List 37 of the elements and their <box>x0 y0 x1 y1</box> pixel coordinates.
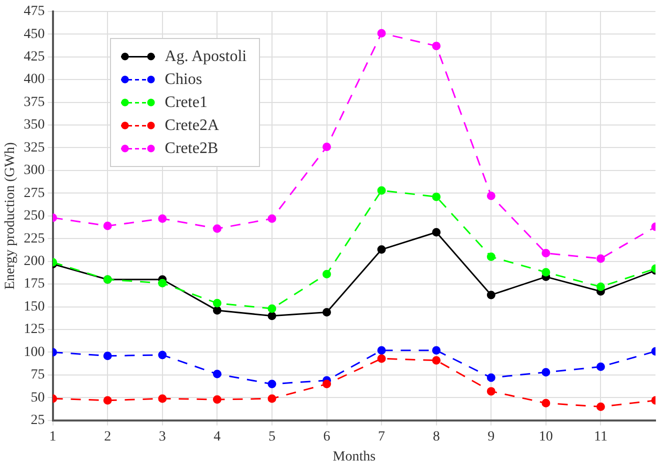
y-tick-label: 475 <box>24 4 45 20</box>
y-tick-label: 400 <box>24 72 45 88</box>
y-tick-label: 125 <box>24 322 45 338</box>
x-tick-label: 7 <box>378 429 386 444</box>
x-tick-label: 8 <box>432 429 440 444</box>
legend-label: Ag. Apostoli <box>164 48 247 66</box>
x-tick-label: 3 <box>158 429 166 444</box>
x-tick-label: 9 <box>488 429 495 444</box>
y-tick-label: 375 <box>24 94 45 110</box>
y-tick-label: 225 <box>24 231 45 246</box>
y-tick-label: 150 <box>24 299 45 314</box>
y-tick-label: 300 <box>24 163 45 178</box>
legend-label: Crete2B <box>164 140 218 158</box>
y-tick-label: 100 <box>24 344 45 360</box>
x-tick-label: 4 <box>214 429 221 444</box>
legend-label: Crete2A <box>164 116 219 135</box>
legend-label: Crete1 <box>164 94 208 112</box>
y-axis-title: Energy production (GWh) <box>3 142 18 290</box>
x-tick-label: 10 <box>538 429 553 444</box>
y-tick-label: 75 <box>30 368 45 383</box>
y-tick-label: 275 <box>24 186 45 201</box>
x-axis-title: Months <box>332 449 376 464</box>
x-tick-label: 1 <box>49 429 56 444</box>
y-tick-label: 450 <box>24 26 45 42</box>
y-tick-label: 25 <box>30 413 45 428</box>
y-tick-label: 325 <box>24 140 45 156</box>
y-tick-label: 425 <box>24 50 45 65</box>
y-tick-label: 250 <box>24 208 45 224</box>
y-tick-label: 200 <box>24 254 45 270</box>
y-tick-label: 350 <box>24 118 45 133</box>
x-tick-label: 5 <box>268 429 276 444</box>
x-tick-label: 11 <box>594 429 608 444</box>
y-tick-label: 175 <box>24 276 45 292</box>
x-tick-label: 6 <box>323 429 330 444</box>
x-tick-label: 2 <box>104 429 112 444</box>
legend-label: Chios <box>164 70 202 89</box>
y-tick-label: 50 <box>30 390 45 406</box>
